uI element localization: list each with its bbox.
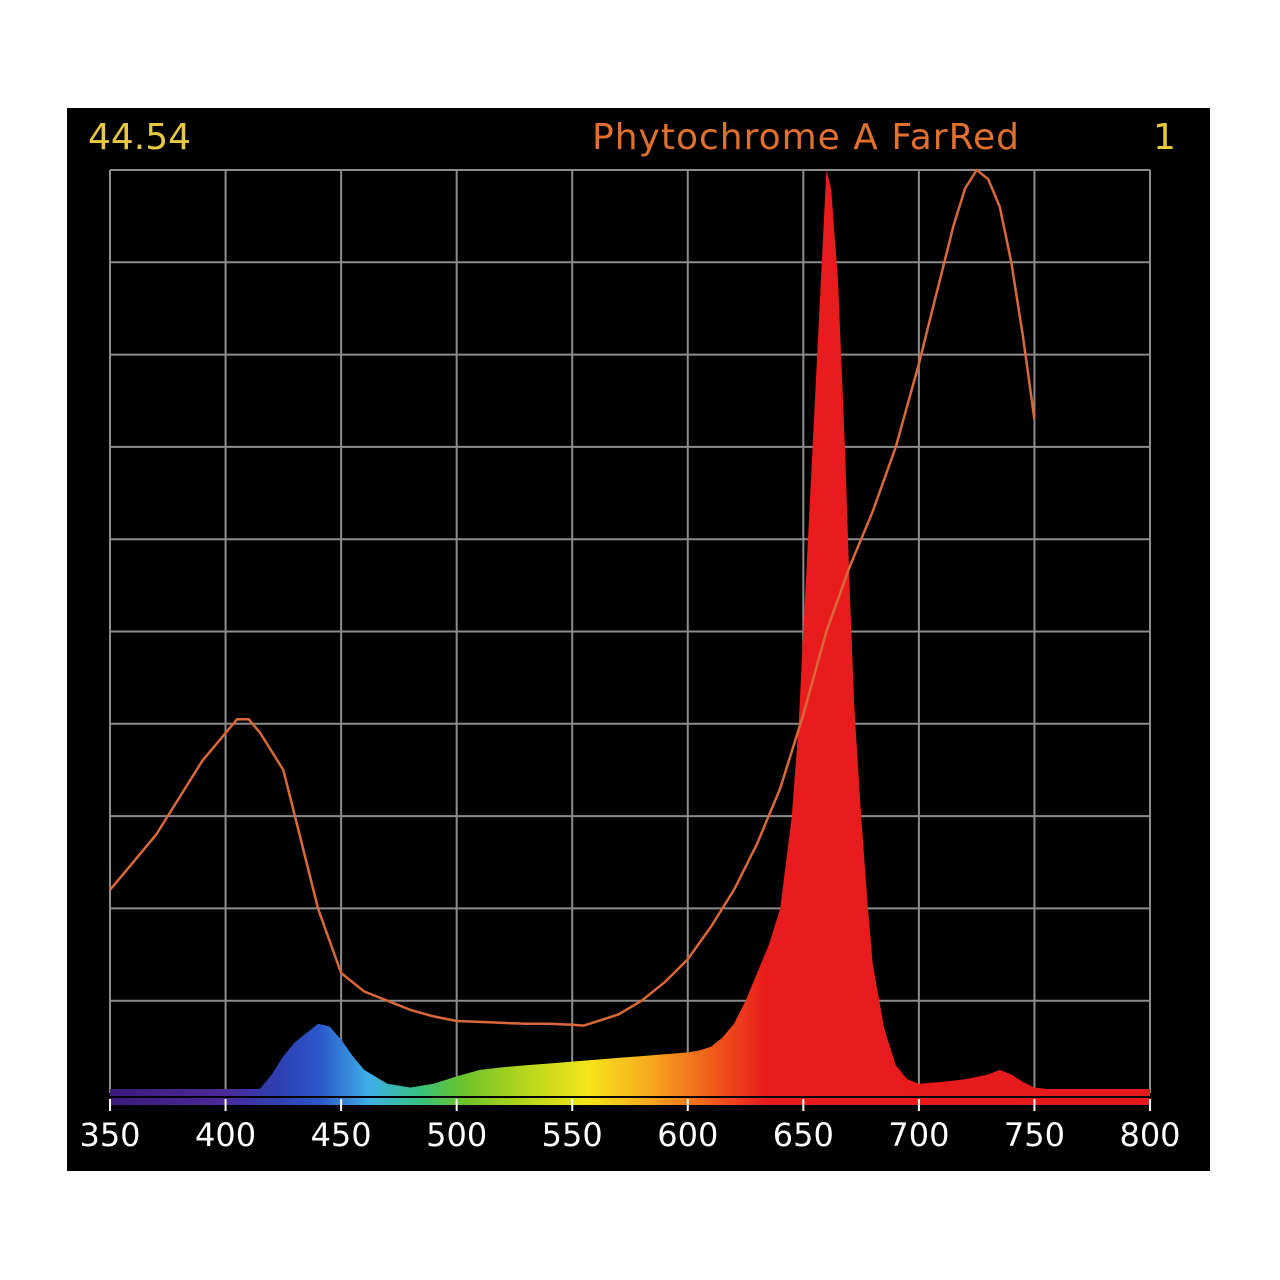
phytochrome-curve-series <box>109 168 1036 1027</box>
reading-value: 44.54 <box>88 117 192 158</box>
channel-index: 1 <box>1153 117 1176 158</box>
grid-lines <box>109 169 1151 1094</box>
x-tick-label: 400 <box>195 1116 256 1154</box>
spectrum-panel <box>67 108 1210 1171</box>
phytochrome-curve <box>109 168 1036 1027</box>
x-tick-label: 800 <box>1119 1116 1180 1154</box>
chart-title: Phytochrome A FarRed <box>592 117 1021 158</box>
x-tick-label: 500 <box>426 1116 487 1154</box>
x-tick-label: 700 <box>888 1116 949 1154</box>
x-axis-ticks: 350 400 450 500 550 600 650 700 750 800 <box>79 1099 1181 1154</box>
x-tick-label: 450 <box>311 1116 372 1154</box>
spectrum-baseline-bar <box>110 1089 1150 1105</box>
x-tick-label: 650 <box>773 1116 834 1154</box>
x-tick-label: 750 <box>1004 1116 1065 1154</box>
x-tick-label: 600 <box>657 1116 718 1154</box>
x-tick-label: 350 <box>79 1116 140 1154</box>
x-tick-label: 550 <box>542 1116 603 1154</box>
